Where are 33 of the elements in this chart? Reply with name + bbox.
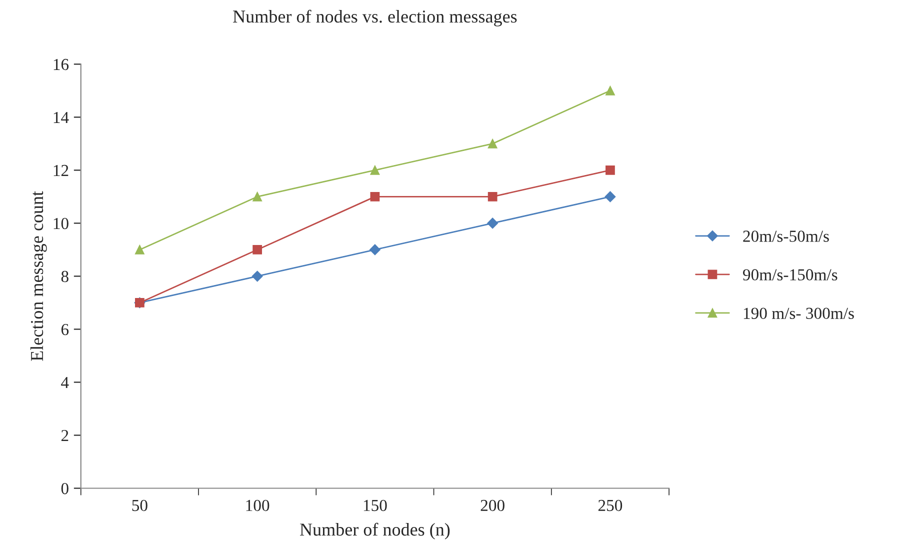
- x-tick-label: 250: [598, 500, 622, 512]
- point: [135, 245, 144, 254]
- legend-label: 20m/s-50m/s: [743, 230, 829, 242]
- y-tick-label: 2: [61, 430, 68, 442]
- point: [488, 192, 498, 202]
- point: [606, 86, 615, 96]
- point: [606, 166, 615, 175]
- y-tick-label: 14: [54, 112, 69, 123]
- y-tick-label: 8: [61, 270, 68, 282]
- point: [604, 191, 616, 202]
- x-tick-label: 200: [480, 500, 504, 512]
- point: [252, 245, 262, 254]
- y-tick-label: 0: [61, 482, 68, 494]
- y-tick-label: 16: [54, 58, 69, 70]
- y-tick-label: 10: [54, 218, 68, 230]
- point: [487, 218, 498, 229]
- x-tick-label: 100: [246, 500, 270, 512]
- point: [370, 192, 380, 202]
- y-tick-label: 6: [61, 324, 69, 336]
- point: [488, 139, 498, 148]
- point: [252, 192, 262, 202]
- x-tick-label: 50: [132, 500, 148, 512]
- y-axis-title: Election message count: [30, 191, 47, 361]
- legend-label: 90m/s-150m/s: [743, 269, 838, 280]
- legend-label: 190 m/s- 300m/s: [744, 308, 854, 319]
- chart-title: Number of nodes vs. election messages: [233, 10, 517, 26]
- x-tick-label: 150: [364, 500, 387, 512]
- y-tick-label: 4: [61, 377, 69, 388]
- point: [370, 166, 380, 175]
- y-tick-label: 12: [54, 164, 68, 176]
- x-axis-title: Number of nodes (n): [300, 522, 450, 540]
- point: [252, 270, 263, 282]
- point: [370, 244, 380, 256]
